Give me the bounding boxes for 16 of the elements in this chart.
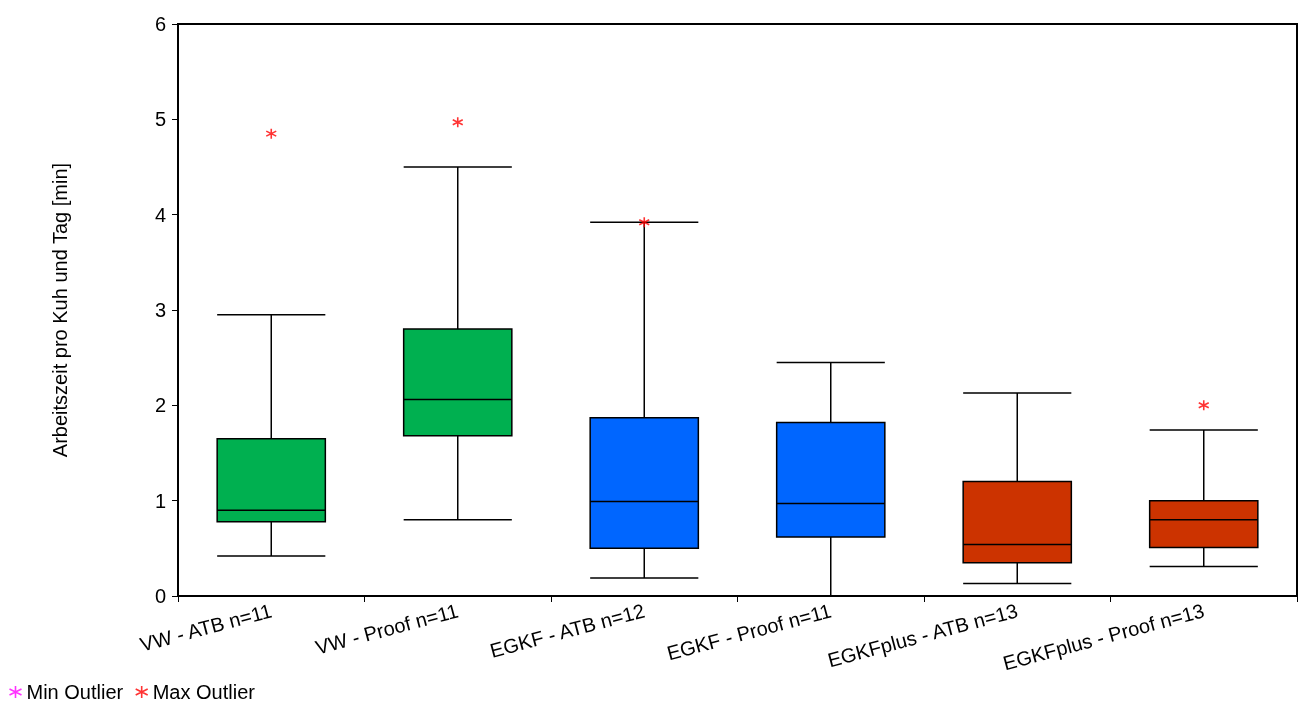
y-tick-label: 1 xyxy=(154,489,166,512)
point xyxy=(1197,399,1210,412)
y-tick-label: 0 xyxy=(154,585,166,607)
y-tick-label: 6 xyxy=(154,13,166,35)
point xyxy=(638,216,651,229)
x-tick-label: EGKF - ATB n=12 xyxy=(487,599,648,662)
point xyxy=(265,127,278,140)
legend-label: Max Outlier xyxy=(152,681,256,703)
y-axis-title: Arbeitszeit pro Kuh und Tag [min] xyxy=(49,162,71,458)
y-tick-label: 5 xyxy=(154,108,166,131)
y-tick-label: 3 xyxy=(154,299,166,321)
x-tick-label: VW - Proof n=11 xyxy=(312,599,461,659)
point xyxy=(451,116,464,128)
y-tick-label: 4 xyxy=(154,203,166,226)
y-tick-label: 2 xyxy=(154,394,166,417)
legend-label: Min Outlier xyxy=(26,681,124,703)
